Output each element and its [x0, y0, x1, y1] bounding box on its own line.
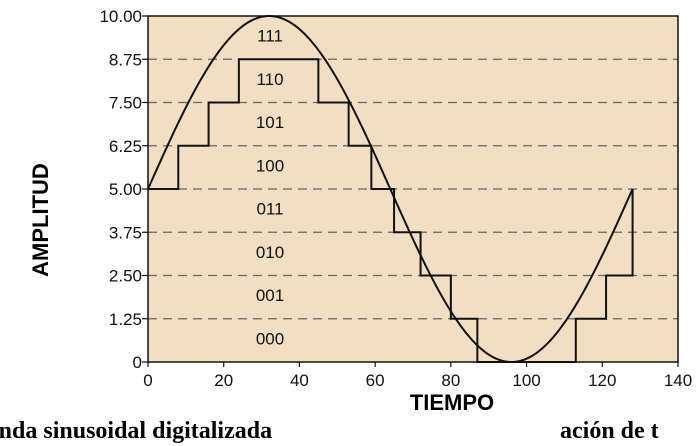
x-tick-label: 20 — [214, 371, 233, 390]
x-tick-label: 40 — [290, 371, 309, 390]
level-code-label: 001 — [256, 286, 284, 305]
y-axis-title: AMPLITUD — [28, 163, 53, 277]
y-tick-label: 0 — [133, 353, 142, 372]
y-tick-label: 8.75 — [109, 50, 142, 69]
level-code-label: 101 — [256, 113, 284, 132]
level-code-label: 110 — [256, 70, 283, 89]
caption-left: Onda sinusoidal digitalizada — [0, 418, 272, 444]
level-code-label: 010 — [256, 243, 284, 262]
y-tick-label: 1.25 — [109, 310, 142, 329]
x-tick-label: 0 — [143, 371, 152, 390]
y-tick-label: 10.00 — [99, 7, 142, 26]
caption-right: ación de t — [560, 418, 659, 444]
y-tick-label: 3.75 — [109, 223, 142, 242]
sine-wave-series — [147, 14, 634, 364]
y-tick-label: 7.50 — [109, 94, 142, 113]
y-tick-label: 5.00 — [109, 180, 142, 199]
x-tick-label: 60 — [366, 371, 385, 390]
x-tick-label: 100 — [512, 371, 540, 390]
x-axis-ticks: 0 20 40 60 80 100 120 140 — [143, 362, 692, 390]
level-code-label: 100 — [256, 156, 284, 175]
x-tick-label: 140 — [664, 371, 692, 390]
level-code-label: 000 — [256, 329, 284, 348]
level-labels: 000 001 010 011 100 101 110 111 — [256, 27, 284, 349]
x-tick-label: 120 — [588, 371, 616, 390]
y-tick-label: 6.25 — [109, 137, 142, 156]
y-axis-ticks: 0 1.25 2.50 3.75 5.00 6.25 7.50 8.75 10.00 — [99, 7, 148, 372]
y-tick-label: 2.50 — [109, 267, 142, 286]
quantized-step-series — [148, 58, 634, 363]
x-axis-title: TIEMPO — [410, 390, 494, 415]
level-code-label: 011 — [256, 200, 283, 219]
level-code-label: 111 — [257, 27, 283, 46]
x-tick-label: 80 — [441, 371, 460, 390]
